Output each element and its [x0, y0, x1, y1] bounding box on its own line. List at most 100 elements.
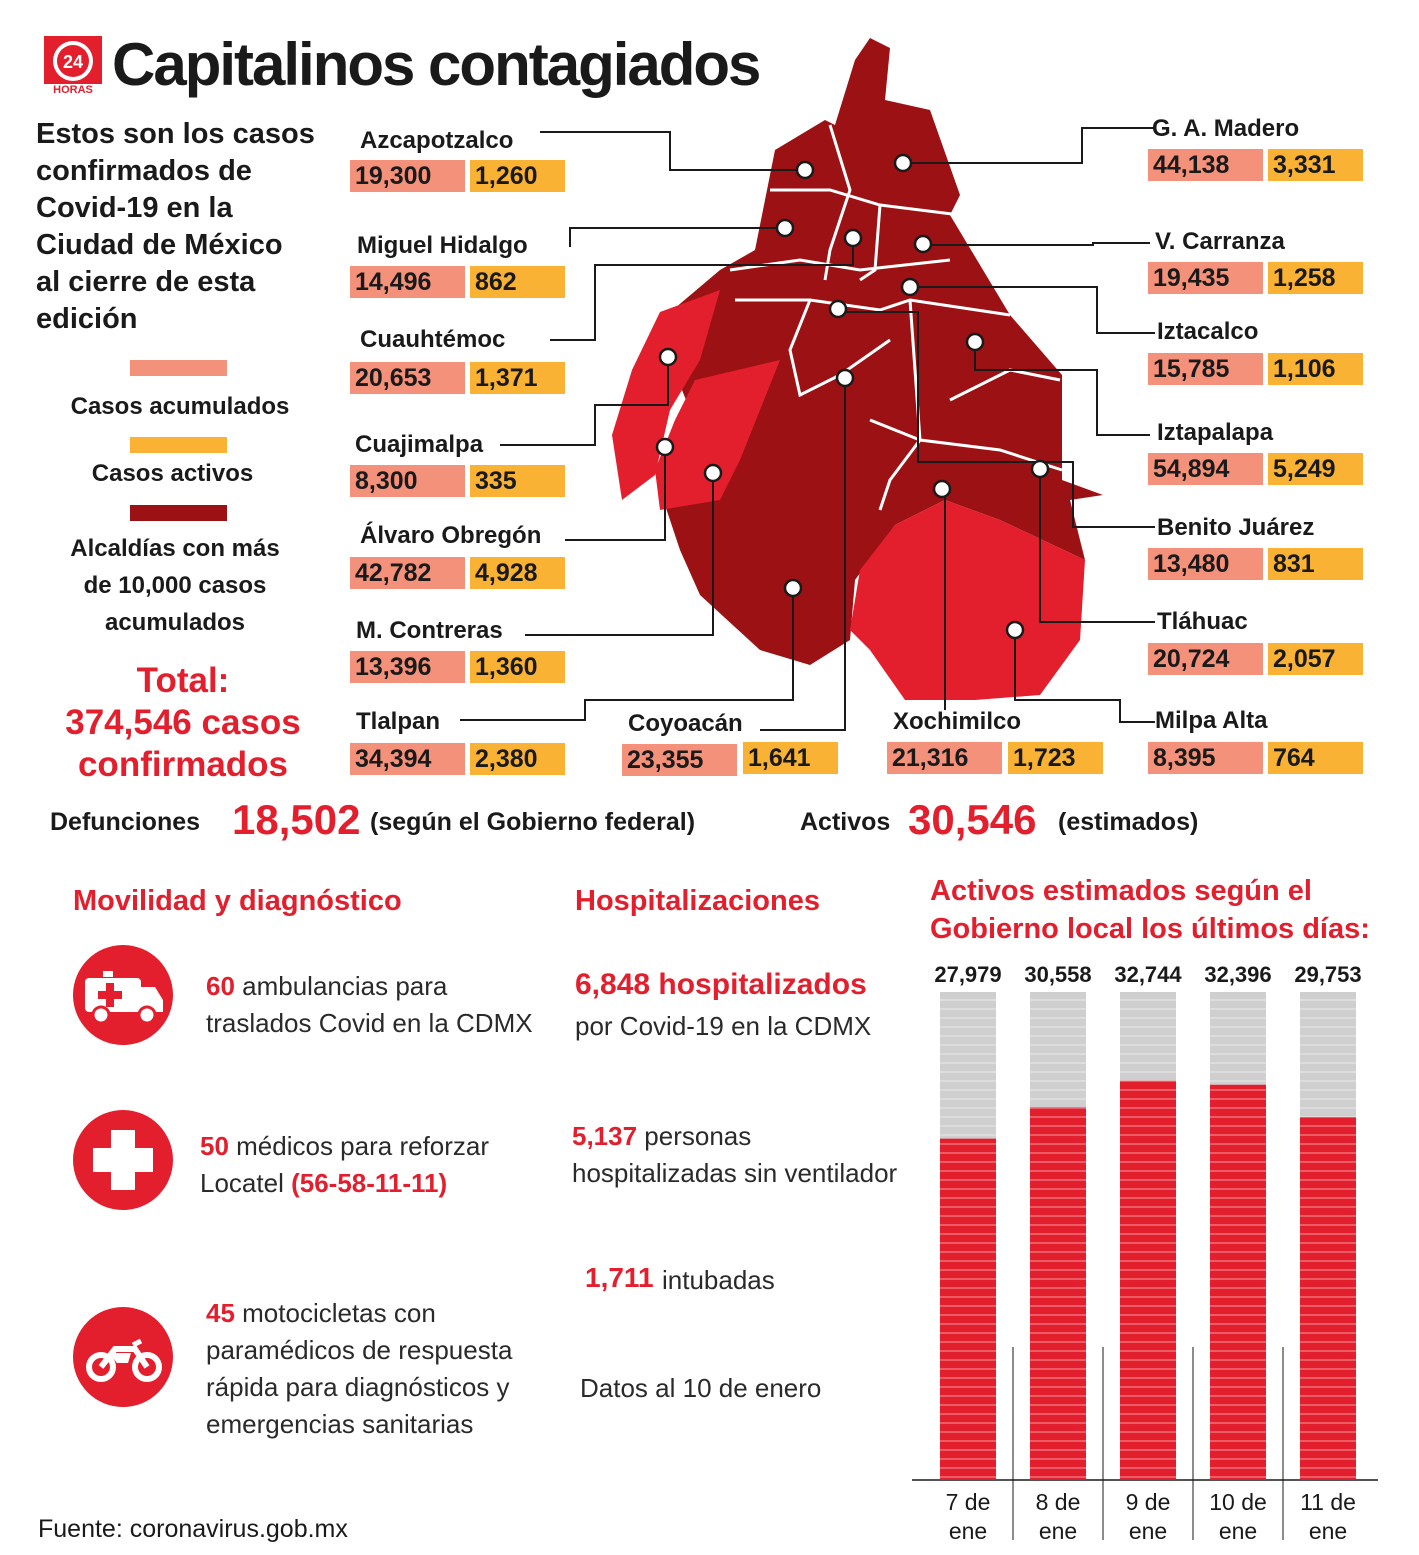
- connector-milpa-alta: [1014, 632, 1155, 723]
- district-active: 1,641: [743, 742, 838, 774]
- doctors-line: Locatel: [200, 1168, 292, 1198]
- doctors-number: 50: [200, 1131, 229, 1161]
- ambulances-number: 60: [206, 971, 235, 1001]
- district-accumulated: 8,300: [350, 465, 465, 497]
- map-dot-cuajimalpa: [658, 347, 678, 367]
- connector-v-carranza: [923, 242, 1150, 246]
- chart-category-label: ene: [1219, 1518, 1257, 1544]
- legend-swatch-accumulated: [130, 360, 227, 376]
- district-accumulated: 14,496: [350, 266, 465, 298]
- legend-line: acumulados: [104, 609, 246, 636]
- intro-line: edición: [36, 303, 138, 335]
- intro-line: Covid-19 en la: [36, 192, 233, 224]
- chart-category-label: 11 de: [1300, 1489, 1356, 1515]
- ambulances-line: traslados Covid en la CDMX: [206, 1008, 533, 1038]
- district-active: 764: [1268, 742, 1363, 774]
- motorcycles-line: motocicletas con: [234, 1298, 436, 1328]
- svg-text:24: 24: [63, 52, 83, 72]
- map-dot-iztacalco: [900, 277, 920, 297]
- district-active: 862: [470, 266, 565, 298]
- connector-contreras: [525, 473, 714, 636]
- connector-cuajimalpa: [500, 357, 669, 446]
- district-accumulated: 21,316: [887, 742, 1002, 774]
- district-active: 1,360: [470, 651, 565, 683]
- no-ventilator-text: 5,137 personas hospitalizadas sin ventil…: [572, 1118, 897, 1192]
- connector-tlahuac: [1039, 470, 1155, 623]
- page-title: Capitalinos contagiados: [112, 31, 761, 98]
- map-region-contreras: [655, 360, 780, 510]
- district-name: V. Carranza: [1155, 228, 1285, 255]
- district-active: 1,371: [470, 362, 565, 394]
- district-active: 4,928: [470, 557, 565, 589]
- district-name: M. Contreras: [356, 617, 503, 644]
- map-dot-contreras: [703, 463, 723, 483]
- ambulances-line: ambulancias para: [234, 971, 448, 1001]
- district-accumulated: 34,394: [350, 743, 465, 775]
- legend-swatch-over10k: [130, 505, 227, 521]
- ambulance-icon: [73, 945, 173, 1045]
- total-line: Total:: [136, 661, 230, 700]
- hospitalized-text: por Covid-19 en la CDMX: [575, 1011, 872, 1041]
- chart-value-label: 32,396: [1204, 962, 1271, 987]
- legend-label-over10k: Alcaldías con más de 10,000 casos acumul…: [30, 530, 320, 641]
- connector-cuauhtemoc: [550, 240, 854, 341]
- chart-value-label: 27,979: [934, 962, 1001, 987]
- district-name: Miguel Hidalgo: [357, 232, 528, 259]
- legend-line: de 10,000 casos: [83, 572, 267, 599]
- district-name: Cuajimalpa: [355, 431, 484, 458]
- mobility-heading: Movilidad y diagnóstico: [73, 885, 402, 917]
- motorcycles-line: paramédicos de respuesta: [206, 1335, 513, 1365]
- map-region-milpa-alta: [850, 500, 1085, 700]
- motorcycles-line: emergencias sanitarias: [206, 1409, 474, 1439]
- district-accumulated: 19,435: [1148, 262, 1263, 294]
- district-name: Iztacalco: [1157, 318, 1259, 345]
- total-line: 374,546 casos: [65, 703, 301, 742]
- total-cases: Total: 374,546 casos confirmados: [38, 660, 328, 786]
- map-dark-region: [655, 38, 1103, 665]
- chart-title: Activos estimados según el Gobierno loca…: [930, 872, 1370, 948]
- district-name: Coyoacán: [628, 710, 743, 737]
- legend-label-accumulated: Casos acumulados: [70, 393, 290, 420]
- deaths-note: (según el Gobierno federal): [370, 808, 696, 836]
- legend-line: Alcaldías con más: [70, 535, 280, 562]
- connector-tlalpan: [460, 590, 794, 721]
- map-region-cuajimalpa: [612, 290, 720, 500]
- map-dot-azcapotzalco: [795, 160, 815, 180]
- total-line: confirmados: [77, 745, 289, 784]
- chart-value-label: 32,744: [1114, 962, 1182, 987]
- intubated-text: intubadas: [662, 1265, 775, 1295]
- district-accumulated: 13,480: [1148, 548, 1263, 580]
- chart-category-label: ene: [949, 1518, 987, 1544]
- district-name: Tláhuac: [1157, 608, 1248, 635]
- chart-bar: [1030, 1107, 1086, 1480]
- active-cases-chart: 27,979 7 de ene 30,558 8 de ene 32,744 9 de ene 3…: [912, 950, 1392, 1550]
- medical-cross-icon: [73, 1110, 173, 1210]
- district-name: Iztapalapa: [1157, 419, 1274, 446]
- svg-text:HORAS: HORAS: [53, 84, 93, 96]
- district-accumulated: 15,785: [1148, 353, 1263, 385]
- connector-iztapalapa: [974, 342, 1150, 436]
- district-accumulated: 13,396: [350, 651, 465, 683]
- chart-bar: [1300, 1117, 1356, 1480]
- cdmx-map: [460, 38, 1155, 731]
- chart-category-label: 8 de: [1036, 1489, 1081, 1515]
- district-accumulated: 44,138: [1148, 149, 1263, 181]
- district-accumulated: 20,724: [1148, 643, 1263, 675]
- district-active: 1,723: [1008, 742, 1103, 774]
- legend-label-active: Casos activos: [91, 460, 254, 487]
- district-accumulated: 54,894: [1148, 453, 1263, 485]
- map-dot-coyoacan: [835, 368, 855, 388]
- district-name: Tlalpan: [356, 708, 441, 735]
- motorcycle-icon: [73, 1307, 173, 1407]
- connector-azcapotzalco: [540, 131, 805, 171]
- map-dot-gam: [893, 153, 913, 173]
- doctors-text: 50 médicos para reforzar Locatel (56-58-…: [200, 1128, 489, 1202]
- district-name: Xochimilco: [893, 708, 1022, 735]
- district-name: Benito Juárez: [1157, 514, 1315, 541]
- source-label: Fuente:: [38, 1515, 130, 1543]
- intubated-number: 1,711: [585, 1262, 654, 1293]
- chart-title-line: Activos estimados según el: [930, 875, 1312, 907]
- map-dot-v-carranza: [913, 234, 933, 254]
- source-value: coronavirus.gob.mx: [129, 1515, 348, 1543]
- district-active: 335: [470, 465, 565, 497]
